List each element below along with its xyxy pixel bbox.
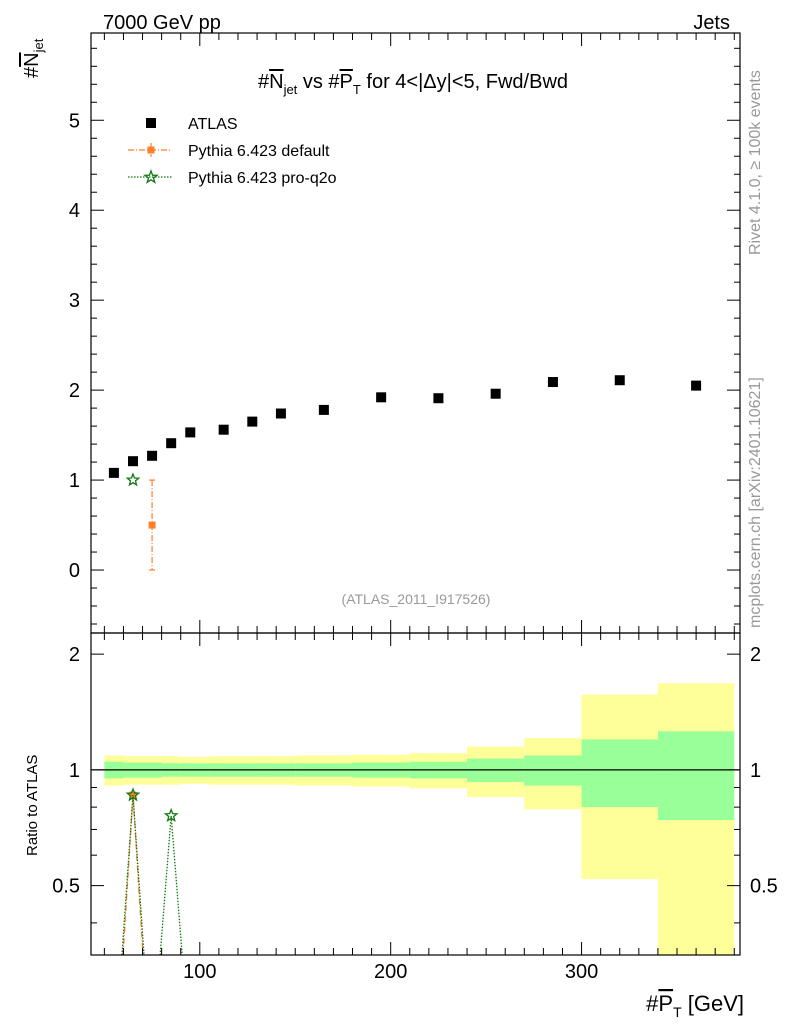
atlas-point [318, 404, 329, 415]
ratio-stat-uncertainty-band [581, 739, 658, 808]
ratio-y-tick-label-left: 0.5 [52, 876, 80, 898]
atlas-point [376, 392, 387, 403]
atlas-point [275, 408, 286, 419]
x-tick-label: 300 [565, 961, 598, 983]
legend-marker-default [147, 146, 155, 154]
header-right: Jets [693, 12, 730, 34]
ratio-stat-uncertainty-band [524, 755, 582, 786]
main-y-tick-label: 3 [69, 290, 80, 312]
legend-label-atlas: ATLAS [188, 116, 238, 133]
ratio-y-tick-label-left: 2 [69, 644, 80, 666]
legend-marker-atlas [146, 118, 156, 128]
pythia-6-423-pro-q2o-ratio-point [125, 787, 141, 802]
main-y-axis-label: #Njet [21, 38, 46, 78]
atlas-point [614, 375, 625, 386]
pythia-6-423-pro-q2o-ratio-line [121, 795, 145, 956]
pythia-6-423-pro-q2o-ratio-point [163, 807, 179, 822]
x-tick-label: 200 [374, 961, 407, 983]
atlas-point [218, 424, 229, 435]
ratio-plot-frame [90, 632, 741, 956]
atlas-point [166, 438, 177, 449]
analysis-watermark: (ATLAS_2011_I917526) [342, 591, 491, 607]
atlas-point [147, 450, 158, 461]
atlas-point [247, 416, 258, 427]
main-title: #Njet vs #PT for 4<|Δy|<5, Fwd/Bwd [258, 71, 568, 97]
pythia-6-423-pro-q2o-ratio-line [159, 815, 183, 956]
legend-label-proq2o: Pythia 6.423 pro-q2o [188, 170, 337, 187]
atlas-point [490, 388, 501, 399]
ylabel-n: N [21, 52, 43, 66]
atlas-point [127, 456, 138, 467]
ratio-stat-uncertainty-band [657, 731, 735, 821]
main-y-tick-label: 0 [69, 560, 80, 582]
pythia-6-423-pro-q2o-point [125, 472, 141, 487]
atlas-point [433, 393, 444, 404]
main-panel: 0 1 2 3 4 5 [69, 32, 741, 634]
legend: ATLAS Pythia 6.423 default Pythia 6.423 … [128, 116, 337, 187]
x-tick-label: 100 [183, 961, 216, 983]
atlas-point [108, 467, 119, 478]
main-y-tick-label: 5 [69, 110, 80, 132]
ratio-y-tick-label-right: 1 [750, 760, 761, 782]
legend-label-default: Pythia 6.423 default [188, 143, 330, 160]
ratio-y-tick-label-right: 0.5 [750, 876, 778, 898]
header-left: 7000 GeV pp [103, 12, 221, 34]
mcplots-label: mcplots.cern.ch [arXiv:2401.10621] [747, 377, 764, 628]
main-y-tick-label: 4 [69, 200, 80, 222]
legend-marker-proq2o [143, 169, 159, 184]
ratio-y-tick-label-right: 2 [750, 644, 761, 666]
pythia-6-423-default-ratio-line [122, 795, 144, 956]
pythia-6-423-default-point [148, 521, 156, 529]
main-y-tick-label: 1 [69, 470, 80, 492]
atlas-point [547, 377, 558, 388]
ratio-y-tick-label-left: 1 [69, 760, 80, 782]
atlas-point [691, 380, 702, 391]
main-y-tick-label: 2 [69, 380, 80, 402]
x-axis-label: #PT [GeV] [646, 991, 744, 1020]
rivet-label: Rivet 4.1.0, ≥ 100k events [747, 70, 764, 255]
atlas-point [185, 427, 196, 438]
ratio-panel: 0.5 0.5 1 1 2 2 100 200 300 [52, 632, 778, 983]
ratio-y-axis-label: Ratio to ATLAS [24, 755, 41, 856]
